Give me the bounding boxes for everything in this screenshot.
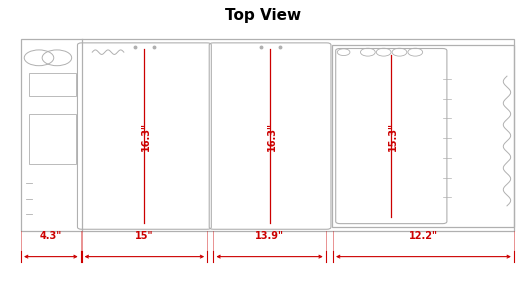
Text: 16.3": 16.3" — [141, 122, 151, 151]
Text: 16.3": 16.3" — [267, 122, 277, 151]
Text: 15.3": 15.3" — [388, 122, 398, 151]
Text: 15": 15" — [135, 231, 154, 241]
Text: 13.9": 13.9" — [255, 231, 284, 241]
Bar — [29, 114, 76, 164]
Bar — [29, 73, 76, 96]
Text: Top View: Top View — [226, 8, 301, 23]
Text: 4.3": 4.3" — [40, 231, 62, 241]
Text: 12.2": 12.2" — [409, 231, 438, 241]
Bar — [21, 39, 514, 231]
Bar — [332, 45, 514, 227]
